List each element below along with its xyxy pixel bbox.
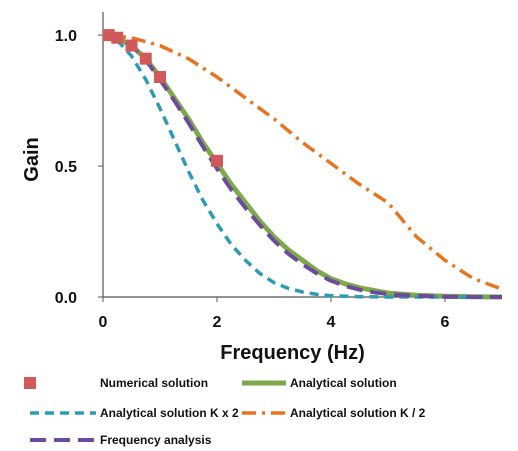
- data-point-numerical-solution: [154, 71, 166, 83]
- data-point-numerical-solution: [139, 52, 152, 65]
- x-tick-label: 2: [213, 314, 222, 331]
- y-tick-label: 1.0: [55, 28, 77, 45]
- data-point-numerical-solution: [125, 39, 138, 52]
- legend-label: Analytical solution: [290, 376, 397, 390]
- x-tick-label: 4: [327, 314, 336, 331]
- series-layer: [102, 29, 503, 300]
- legend: Numerical solution Analytical solution Ana…: [24, 376, 426, 447]
- data-point-numerical-solution: [211, 154, 223, 167]
- axes: 0 2 4 6 0.0 0.5 1.0 Frequency (Hz) Gain: [21, 12, 502, 364]
- legend-label: Frequency analysis: [100, 433, 212, 447]
- legend-item-analytical-solution-k-x-2: Analytical solution K x 2: [30, 406, 239, 420]
- legend-item-analytical-solution-k-2: Analytical solution K / 2: [242, 406, 426, 420]
- legend-item-frequency-analysis: Frequency analysis: [30, 433, 212, 447]
- data-point-numerical-solution: [111, 31, 124, 44]
- series-line-analytical-solution-k-x-2: [102, 33, 502, 299]
- x-tick-label: 6: [441, 314, 450, 331]
- legend-item-analytical-solution: Analytical solution: [242, 376, 397, 390]
- x-tick-label: 0: [99, 314, 108, 331]
- y-axis-title: Gain: [21, 137, 43, 181]
- series-line-analytical-solution-k-2: [102, 33, 503, 291]
- legend-swatch: [24, 377, 36, 389]
- y-tick-label: 0.0: [55, 290, 77, 307]
- legend-label: Analytical solution K / 2: [290, 406, 426, 420]
- legend-label: Numerical solution: [100, 376, 208, 390]
- legend-item-numerical-solution: Numerical solution: [24, 376, 208, 390]
- x-axis-title: Frequency (Hz): [220, 342, 364, 364]
- legend-label: Analytical solution K x 2: [100, 406, 239, 420]
- y-tick-label: 0.5: [55, 159, 77, 176]
